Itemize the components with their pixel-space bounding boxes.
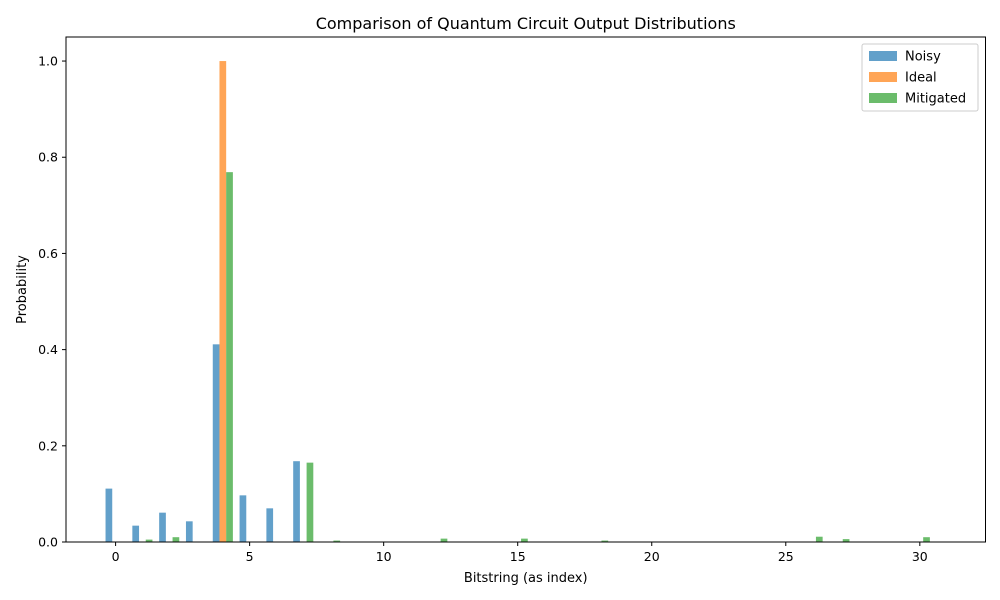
x-axis: 0 5 10 15 20 25 30 xyxy=(112,542,928,564)
y-tick-label: 0.6 xyxy=(38,246,58,261)
bar-mitigated-7 xyxy=(306,462,314,542)
x-tick-label: 0 xyxy=(112,549,120,564)
y-axis-label: Probability xyxy=(15,255,30,324)
bar-noisy-3 xyxy=(185,521,193,542)
bar-mitigated-30 xyxy=(923,537,930,542)
legend-swatch-noisy xyxy=(869,51,897,61)
x-tick-label: 30 xyxy=(912,549,928,564)
x-tick-label: 15 xyxy=(510,549,526,564)
y-tick-label: 0.8 xyxy=(38,150,58,165)
bar-noisy-1 xyxy=(132,525,140,542)
legend: Noisy Ideal Mitigated xyxy=(861,43,979,112)
bar-mitigated-27 xyxy=(842,539,850,542)
bar-mitigated-18 xyxy=(601,540,609,542)
bar-noisy-2 xyxy=(159,512,166,542)
x-tick-label: 10 xyxy=(376,549,392,564)
x-tick-label: 20 xyxy=(644,549,660,564)
bar-mitigated-15 xyxy=(521,538,528,542)
legend-swatch-mitigated xyxy=(869,93,897,103)
bars-layer xyxy=(105,61,930,543)
x-axis-label: Bitstring (as index) xyxy=(464,571,588,586)
x-tick-label: 25 xyxy=(778,549,794,564)
legend-label-ideal: Ideal xyxy=(905,71,937,86)
bar-mitigated-8 xyxy=(333,540,341,542)
plot-frame xyxy=(65,36,986,543)
bar-mitigated-12 xyxy=(440,538,448,542)
chart-title: Comparison of Quantum Circuit Output Dis… xyxy=(316,14,736,33)
bar-mitigated-26 xyxy=(815,536,823,542)
bar-ideal-4 xyxy=(219,61,227,543)
legend-swatch-ideal xyxy=(869,72,897,82)
bar-noisy-6 xyxy=(266,508,274,542)
y-axis: 0.0 0.2 0.4 0.6 0.8 1.0 xyxy=(38,54,66,550)
y-tick-label: 1.0 xyxy=(38,54,58,69)
bar-mitigated-2 xyxy=(172,537,180,542)
bar-mitigated-1 xyxy=(145,539,153,542)
x-tick-label: 5 xyxy=(246,549,254,564)
legend-label-mitigated: Mitigated xyxy=(905,92,966,107)
y-tick-label: 0.2 xyxy=(38,438,58,453)
bar-noisy-5 xyxy=(239,495,247,542)
legend-label-noisy: Noisy xyxy=(905,50,941,65)
bar-noisy-4 xyxy=(212,344,220,542)
bar-noisy-7 xyxy=(293,461,300,542)
bar-noisy-0 xyxy=(105,488,113,542)
y-tick-label: 0.4 xyxy=(38,342,58,357)
bar-mitigated-4 xyxy=(226,172,233,542)
y-tick-label: 0.0 xyxy=(38,535,58,550)
